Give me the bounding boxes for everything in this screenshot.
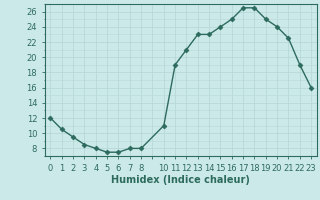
X-axis label: Humidex (Indice chaleur): Humidex (Indice chaleur) bbox=[111, 175, 250, 185]
